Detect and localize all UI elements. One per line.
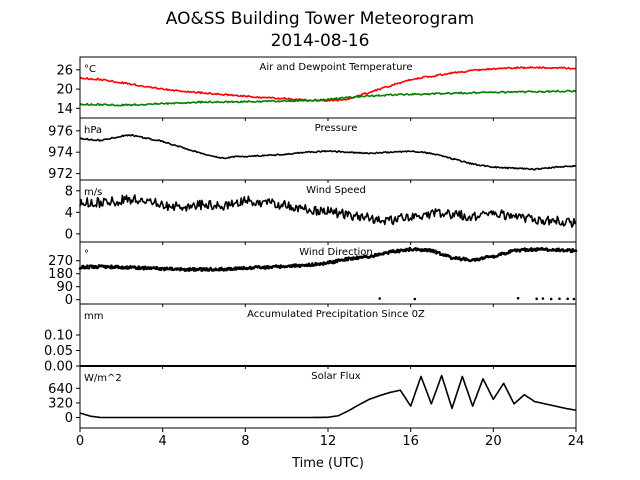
y-tick-label: 0.05 [44, 344, 73, 359]
series-0-point-77 [142, 268, 145, 271]
y-tick-label: 20 [56, 83, 73, 98]
y-tick-label: 0 [65, 227, 73, 242]
unit-label: hPa [84, 125, 102, 136]
panel-title: Air and Dewpoint Temperature [260, 62, 413, 73]
series-0-point-79 [144, 265, 147, 269]
series-1-point-2 [516, 296, 520, 300]
x-tick-label: 0 [76, 434, 84, 449]
y-tick-label: 976 [48, 124, 73, 139]
panel-title: Wind Direction [299, 247, 373, 258]
series-0-point-70 [136, 267, 140, 271]
y-tick-label: 0 [65, 411, 73, 426]
series-1-point-6 [558, 297, 561, 301]
y-tick-label: 180 [48, 267, 73, 282]
unit-label: °C [84, 64, 96, 75]
y-tick-label: 8 [65, 184, 73, 199]
y-tick-label: 0 [65, 293, 73, 308]
series-1-point-4 [541, 297, 545, 300]
x-tick-label: 16 [402, 434, 419, 449]
series-0-point-281 [311, 262, 314, 265]
y-tick-label: 4 [65, 206, 73, 221]
series-0-line [79, 133, 577, 171]
panel-title: Wind Speed [306, 185, 366, 196]
y-tick-label: 640 [48, 382, 73, 397]
y-tick-label: 0.00 [44, 360, 73, 375]
series-0-point-311 [335, 260, 339, 264]
figure-title: AO&SS Building Tower Meteorogram [166, 9, 474, 29]
panel-title: Pressure [315, 123, 358, 134]
series-0-point-430 [434, 249, 437, 253]
unit-label: W/m^2 [84, 373, 122, 384]
x-axis-label: Time (UTC) [291, 456, 364, 471]
y-tick-label: 974 [48, 146, 73, 161]
unit-label: mm [84, 311, 103, 322]
series-1-line [79, 89, 577, 107]
x-tick-label: 12 [320, 434, 337, 449]
series-0-point-394 [404, 249, 408, 253]
series-1-point-3 [535, 297, 538, 301]
y-tick-label: 90 [56, 280, 73, 295]
y-tick-label: 26 [56, 63, 73, 78]
panel-4: 0.000.050.10 mm Accumulated Precipitation … [44, 303, 577, 375]
series-0-line [79, 374, 577, 419]
x-tick-label: 24 [568, 434, 585, 449]
y-tick-label: 14 [56, 102, 73, 117]
series-0-point-373 [387, 252, 390, 255]
series-0-point-383 [395, 250, 398, 254]
series-1-point-7 [566, 297, 569, 301]
x-tick-label: 8 [241, 434, 249, 449]
panel-title: Solar Flux [311, 371, 361, 382]
series-0-point-320 [343, 259, 346, 262]
y-tick-label: 270 [48, 254, 73, 269]
series-0-point-435 [438, 251, 441, 254]
y-tick-label: 0.10 [44, 329, 73, 344]
figure-subtitle: 2014-08-16 [271, 31, 370, 51]
series-1-point-8 [572, 297, 576, 301]
series-0-point-57 [125, 265, 129, 268]
series-1-point-0 [378, 297, 382, 300]
series-0-point-9 [86, 264, 89, 268]
series-0-point-324 [346, 258, 350, 262]
series-0-point-146 [199, 266, 202, 270]
panel-1: 972 974 976 hPa Pressure [48, 117, 577, 183]
series-1-point-1 [413, 297, 417, 301]
unit-label: ° [84, 249, 89, 260]
series-0-point-322 [344, 256, 348, 260]
series-1-point-5 [549, 297, 553, 301]
series-0-point-579 [557, 247, 560, 251]
y-tick-label: 972 [48, 167, 73, 182]
panel-title: Accumulated Precipitation Since 0Z [247, 309, 425, 320]
panel-2: 0 4 8 m/s Wind Speed [65, 179, 577, 245]
series-0-line [79, 194, 577, 228]
series-0-point-11 [87, 266, 91, 270]
x-tick-label: 20 [485, 434, 502, 449]
series-0-line [79, 66, 577, 102]
x-tick-label: 4 [159, 434, 167, 449]
panel-0: 14 20 26 °C Air and Dewpoint Temperature [56, 56, 577, 121]
y-tick-label: 320 [48, 396, 73, 411]
unit-label: m/s [84, 187, 102, 198]
